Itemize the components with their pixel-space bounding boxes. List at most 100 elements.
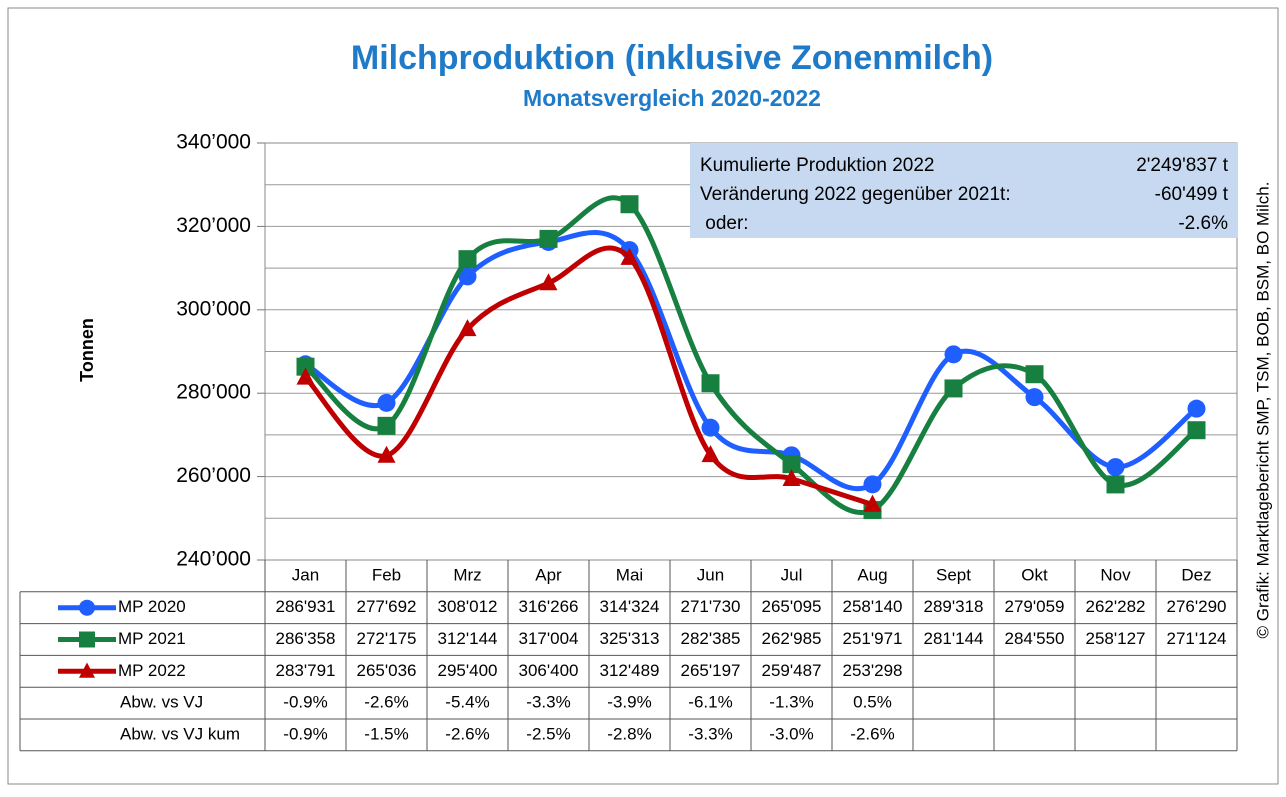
chart-frame: [7, 7, 1279, 785]
legend-label: MP 2021: [118, 629, 186, 648]
table-value: 265'197: [681, 661, 741, 680]
table-value: 258'127: [1086, 629, 1146, 648]
table-value: 289'318: [924, 597, 984, 616]
table-value: 317'004: [519, 629, 579, 648]
legend-label: MP 2020: [118, 597, 186, 616]
table-value: 282'385: [681, 629, 741, 648]
x-tick-label: Dez: [1181, 565, 1211, 584]
table-value: 253'298: [843, 661, 903, 680]
y-axis-label: Tonnen: [77, 318, 97, 382]
legend-marker: [79, 599, 95, 616]
table-value: 272'175: [357, 629, 417, 648]
point: [458, 267, 477, 286]
chart-subtitle: Monatsvergleich 2020-2022: [523, 85, 821, 111]
chart-title: Milchproduktion (inklusive Zonenmilch): [351, 39, 993, 77]
x-tick-label: Jan: [292, 565, 319, 584]
point: [539, 273, 558, 291]
point: [701, 418, 720, 437]
x-tick-label: Mai: [616, 565, 643, 584]
table-value: -2.6%: [364, 693, 408, 712]
table-value: 0.5%: [853, 693, 892, 712]
point: [296, 367, 315, 385]
table-value: -2.5%: [526, 724, 570, 743]
table-value: -0.9%: [283, 724, 327, 743]
table-row-label: Abw. vs VJ kum: [120, 724, 240, 743]
table-value: 258'140: [843, 597, 903, 616]
point: [539, 229, 558, 248]
y-tick-label: 300’000: [176, 297, 251, 320]
table-value: -1.5%: [364, 724, 408, 743]
table-value: 316'266: [519, 597, 579, 616]
point: [1025, 365, 1044, 384]
table-value: 286'358: [276, 629, 336, 648]
x-tick-label: Mrz: [453, 565, 481, 584]
series-line: [303, 245, 874, 507]
point: [620, 195, 639, 214]
table-value: -1.3%: [769, 693, 813, 712]
info-text: oder:: [700, 213, 749, 234]
table-value: 259'487: [762, 661, 822, 680]
point: [458, 319, 477, 337]
table-value: -0.9%: [283, 693, 327, 712]
point: [1187, 399, 1206, 418]
table-value: -3.0%: [769, 724, 813, 743]
table-value: 283'791: [276, 661, 336, 680]
table-value: 314'324: [600, 597, 660, 616]
table-value: 312'489: [600, 661, 660, 680]
point: [377, 393, 396, 412]
legend-marker: [79, 631, 95, 648]
table-value: 262'282: [1086, 597, 1146, 616]
point: [1187, 421, 1206, 440]
table-value: 325'313: [600, 629, 660, 648]
table-value: -5.4%: [445, 693, 489, 712]
y-tick-label: 320’000: [176, 214, 251, 237]
point: [458, 250, 477, 269]
x-tick-label: Jun: [697, 565, 724, 584]
table-value: -3.3%: [526, 693, 570, 712]
point: [377, 445, 396, 463]
point: [1025, 388, 1044, 407]
table-value: 279'059: [1005, 597, 1065, 616]
table-value: 286'931: [276, 597, 336, 616]
table-value: 265'095: [762, 597, 822, 616]
point: [863, 475, 882, 494]
x-tick-label: Nov: [1100, 565, 1131, 584]
point: [782, 455, 801, 474]
table-value: 251'971: [843, 629, 903, 648]
point: [782, 468, 801, 486]
point: [701, 445, 720, 463]
point: [1106, 458, 1125, 477]
info-box: [690, 143, 1238, 238]
table-value: 295'400: [438, 661, 498, 680]
info-value: 2'249'837 t: [1136, 155, 1229, 176]
x-tick-label: Aug: [857, 565, 887, 584]
point: [296, 357, 315, 376]
table-value: 312'144: [438, 629, 498, 648]
y-tick-label: 280’000: [176, 381, 251, 404]
table-value: 284'550: [1005, 629, 1065, 648]
point: [944, 379, 963, 398]
x-tick-label: Jul: [781, 565, 803, 584]
y-tick-label: 240’000: [176, 548, 251, 571]
table-value: -3.3%: [688, 724, 732, 743]
info-text: Kumulierte Produktion 2022: [700, 155, 934, 176]
point: [1106, 475, 1125, 494]
table-row-label: Abw. vs VJ: [120, 693, 203, 712]
table-value: -3.9%: [607, 693, 651, 712]
legend-label: MP 2022: [118, 661, 186, 680]
info-value: -60'499 t: [1155, 184, 1229, 205]
point: [944, 345, 963, 364]
x-tick-label: Apr: [535, 565, 562, 584]
point: [620, 247, 639, 265]
table-value: 265'036: [357, 661, 417, 680]
table-value: -2.6%: [850, 724, 894, 743]
table-value: 262'985: [762, 629, 822, 648]
table-value: 271'124: [1167, 629, 1227, 648]
table-value: 276'290: [1167, 597, 1227, 616]
point: [863, 494, 882, 512]
table-value: 277'692: [357, 597, 417, 616]
x-tick-label: Sept: [936, 565, 971, 584]
x-tick-label: Feb: [372, 565, 401, 584]
y-tick-label: 260’000: [176, 464, 251, 487]
